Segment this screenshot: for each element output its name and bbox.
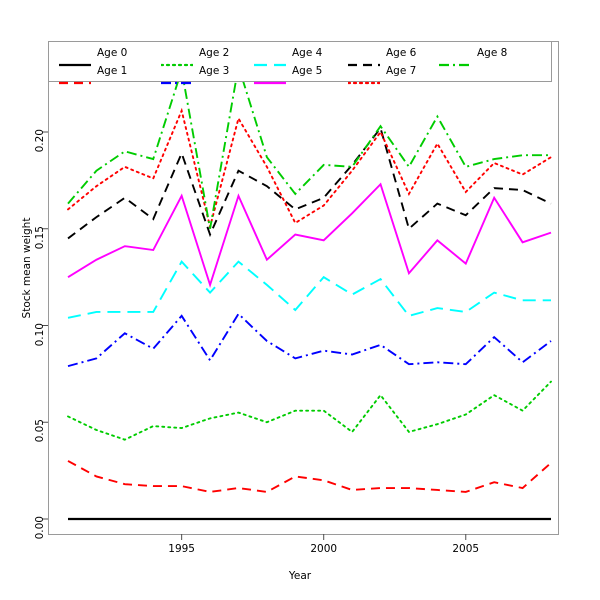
x-axis-label: Year xyxy=(288,570,312,582)
legend-line-swatch xyxy=(348,52,380,67)
legend-entry-age-8[interactable]: Age 8 xyxy=(439,44,531,67)
x-tick-label: 1995 xyxy=(168,543,195,555)
y-tick-label: 0.20 xyxy=(34,129,46,153)
legend-line-swatch xyxy=(346,70,382,85)
series-line-age-6 xyxy=(67,126,552,240)
series-line-age-2 xyxy=(67,380,552,441)
y-tick-label: 0.05 xyxy=(34,419,46,443)
legend-entry-age-1[interactable]: Age 1 xyxy=(59,62,151,85)
legend-line-swatch xyxy=(59,52,91,67)
legend-label: Age 1 xyxy=(97,65,128,77)
legend-label: Age 4 xyxy=(292,47,323,59)
plot-frame xyxy=(48,41,559,535)
x-tick-label: 2005 xyxy=(452,543,480,555)
series-line-age-5 xyxy=(67,182,552,288)
x-tick-label: 2000 xyxy=(310,543,338,555)
legend-label: Age 2 xyxy=(199,47,230,59)
series-line-age-1 xyxy=(67,460,552,493)
legend-entry-age-2[interactable]: Age 2 xyxy=(159,44,253,67)
legend-entry-age-6[interactable]: Age 6 xyxy=(348,44,440,67)
legend-line-swatch xyxy=(161,70,193,85)
legend-label: Age 6 xyxy=(386,47,417,59)
y-tick-label: 0.00 xyxy=(34,516,46,540)
legend-line-swatch xyxy=(254,52,286,67)
series-line-age-8 xyxy=(67,65,551,229)
legend-label: Age 0 xyxy=(97,47,128,59)
legend-label: Age 8 xyxy=(477,47,508,59)
y-tick-label: 0.15 xyxy=(34,225,46,250)
legend: Age 0 Age 2 Age 4 Age 6 Age 8 Age 1 Age 3 Age 5… xyxy=(48,41,552,85)
legend-line-swatch xyxy=(254,70,286,85)
legend-label: Age 7 xyxy=(386,65,417,77)
legend-entry-age-3[interactable]: Age 3 xyxy=(161,62,253,85)
legend-entry-age-4[interactable]: Age 4 xyxy=(254,44,346,67)
legend-label: Age 3 xyxy=(199,65,230,77)
y-tick-label: 0.10 xyxy=(34,322,46,346)
legend-line-swatch xyxy=(159,52,195,67)
legend-label: Age 5 xyxy=(292,65,323,77)
legend-line-swatch xyxy=(59,70,91,85)
y-axis-label: Stock mean weight xyxy=(21,217,33,319)
legend-entry-age-7[interactable]: Age 7 xyxy=(346,62,440,85)
legend-row: Age 1 Age 3 Age 5 Age 7 xyxy=(49,62,551,85)
series-line-age-4 xyxy=(67,260,551,319)
legend-row: Age 0 Age 2 Age 4 Age 6 Age 8 xyxy=(49,44,551,67)
legend-entry-age-0[interactable]: Age 0 xyxy=(59,44,151,67)
series-line-age-3 xyxy=(67,312,552,368)
legend-entry-age-5[interactable]: Age 5 xyxy=(254,62,346,85)
legend-line-swatch xyxy=(439,52,471,67)
series-line-age-7 xyxy=(67,107,552,228)
